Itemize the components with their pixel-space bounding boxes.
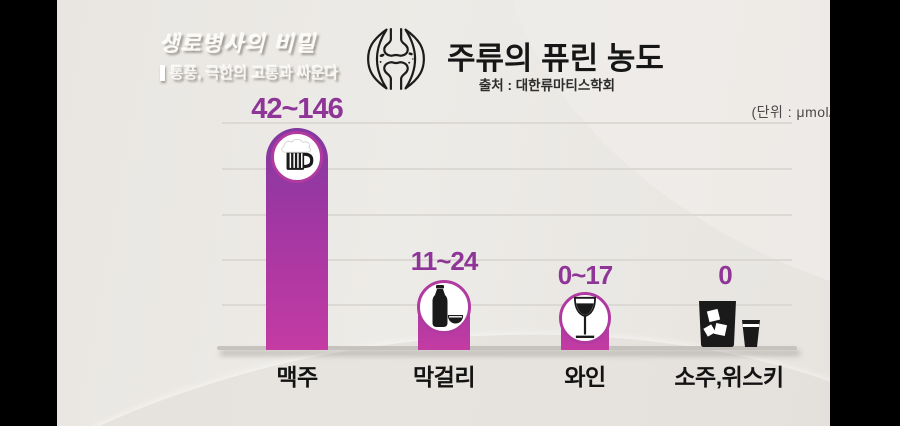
category-label-soju-whisky: 소주,위스키 [674, 364, 784, 390]
makgeolli-icon-badge [417, 280, 471, 334]
infographic-canvas: 생로병사의 비밀 통풍, 극한의 고통과 싸운다 주류의 퓨린 농도 [57, 0, 830, 426]
show-logo-title: 생로병사의 비밀 [160, 33, 318, 56]
gridline [222, 122, 792, 124]
x-axis-line [217, 346, 797, 350]
show-logo: 생로병사의 비밀 통풍, 극한의 고통과 싸운다 [160, 28, 338, 83]
gridline [222, 259, 792, 261]
unit-label: (단위 : μmol/L) [751, 104, 830, 120]
value-label-wine: 0~17 [557, 260, 614, 290]
makgeolli-bottle-bowl-icon [432, 285, 464, 327]
value-label-soju: 0 [718, 260, 732, 290]
whisky-rocks-shot-icon [698, 300, 768, 350]
source-caption: 출처 : 대한류마티스학회 [478, 78, 616, 93]
value-label-makgeolli: 11~24 [410, 246, 479, 276]
category-label-beer: 맥주 [276, 364, 318, 390]
beer-mug-icon [281, 138, 314, 170]
value-label-beer: 42~146 [251, 93, 344, 125]
category-label-makgeolli: 막걸리 [413, 364, 475, 390]
joint-icon [363, 22, 429, 101]
beer-icon-badge [271, 131, 323, 183]
page-title: 주류의 퓨린 농도 [447, 41, 664, 76]
gridline [222, 168, 792, 170]
wine-glass-icon [573, 296, 597, 338]
subtitle-accent-bar [160, 64, 165, 81]
category-label-wine: 와인 [564, 364, 606, 390]
episode-subtitle-text: 통풍, 극한의 고통과 싸운다 [170, 65, 339, 82]
wine-icon-badge [559, 292, 611, 344]
gridline [222, 304, 792, 306]
gridline [222, 214, 792, 216]
episode-subtitle: 통풍, 극한의 고통과 싸운다 [160, 62, 338, 83]
